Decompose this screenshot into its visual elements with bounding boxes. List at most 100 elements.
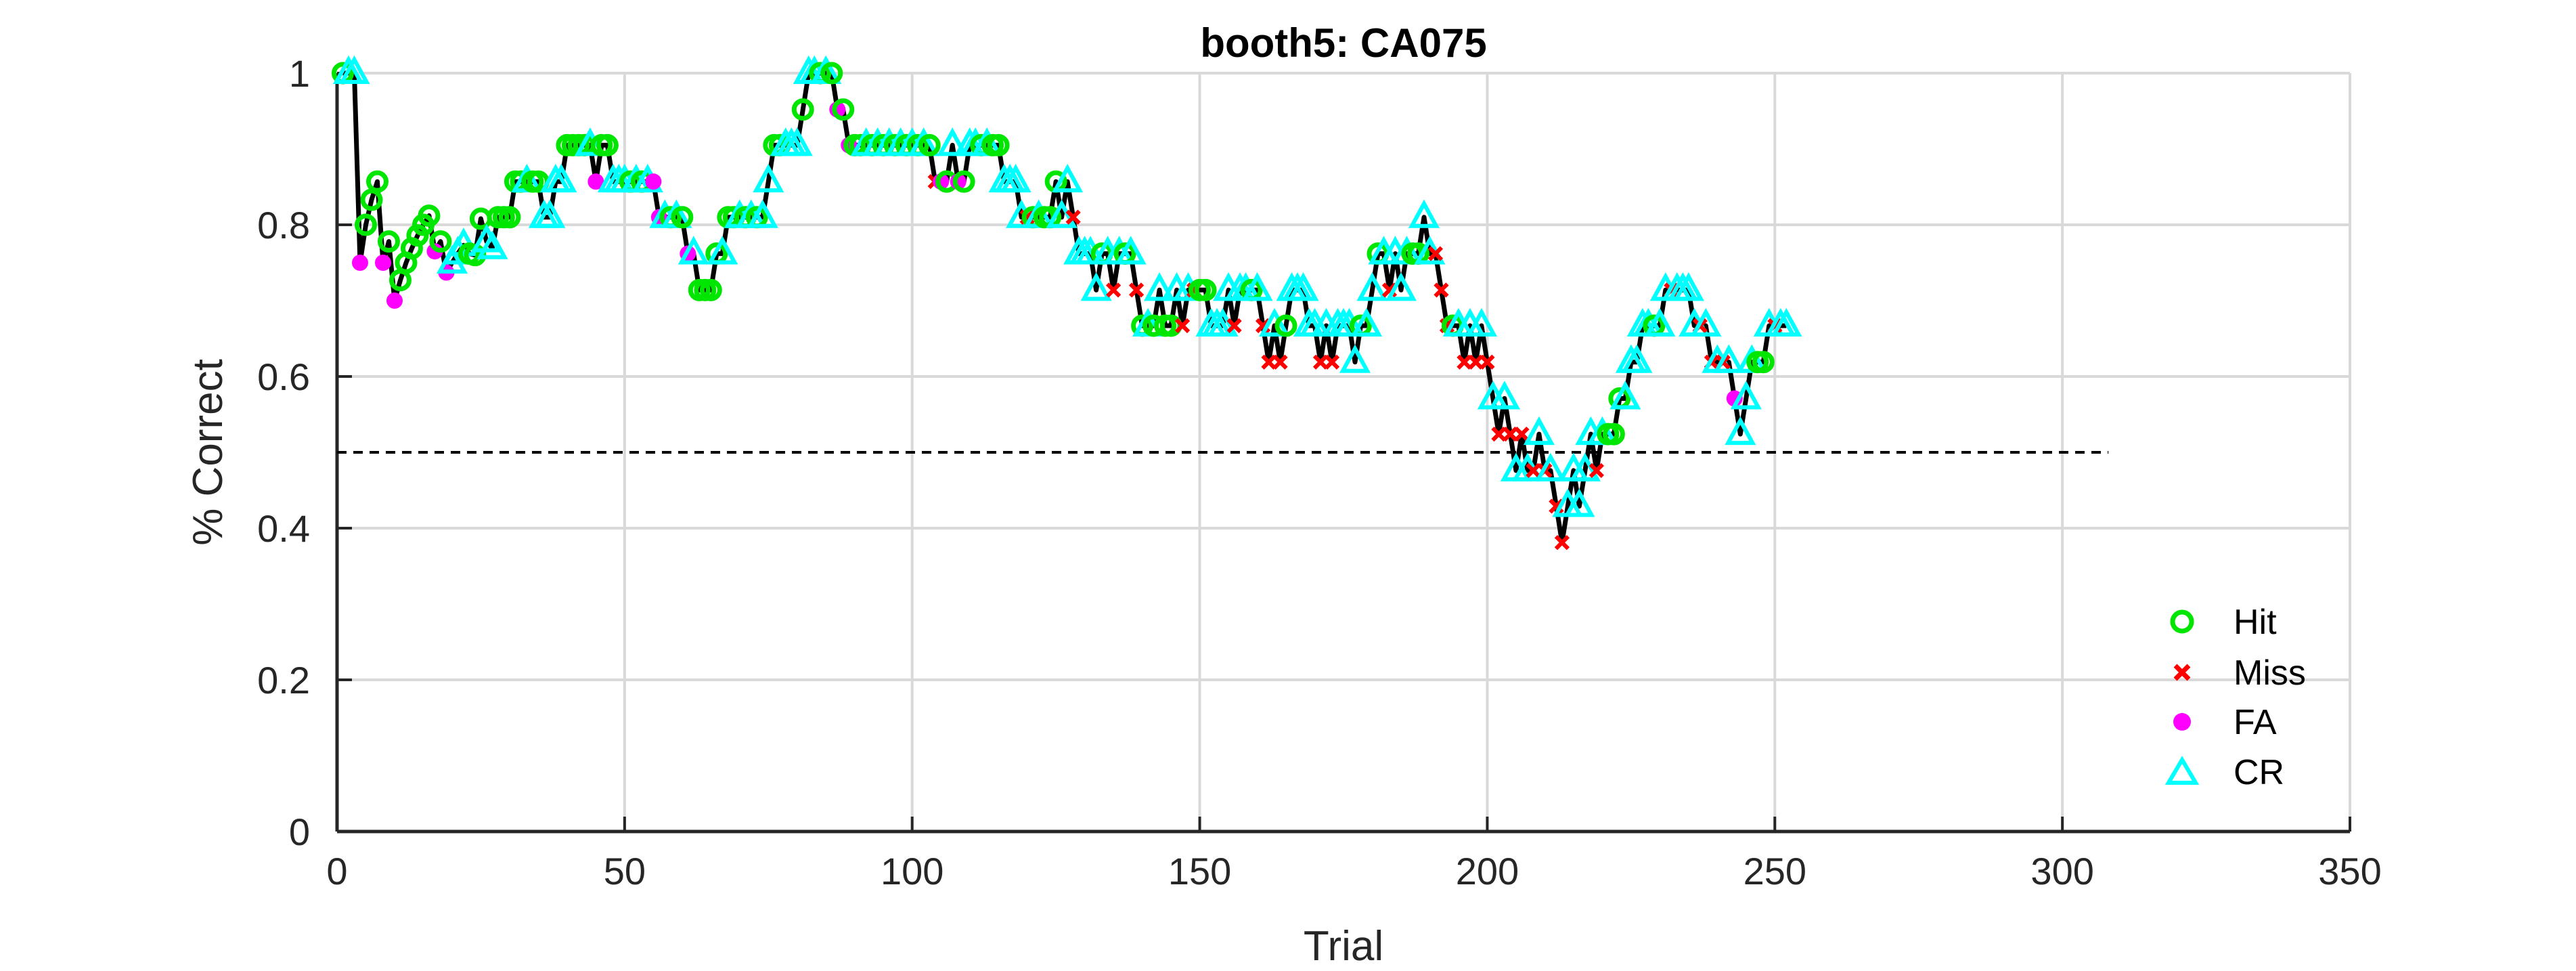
cr-point (1258, 307, 1291, 337)
tick-labels: 0 50 100 150 200 250 300 350 0 0.2 0.4 0.6 0.8 1 (257, 52, 2382, 892)
hit-point (832, 98, 855, 121)
miss-point (1065, 209, 1081, 225)
hit-point (671, 206, 694, 229)
cr-point (1563, 488, 1595, 517)
cr-point (1207, 307, 1239, 337)
miss-point (1427, 246, 1444, 261)
hit-point (418, 204, 441, 228)
miss-point (1226, 318, 1242, 334)
chart-title: booth5: CA075 (1200, 20, 1486, 66)
cr-point (1523, 416, 1555, 446)
cr-point (1465, 307, 1497, 337)
fa-point (386, 293, 403, 309)
x-tick-label: 200 (1456, 850, 1519, 892)
hit-point (429, 230, 452, 253)
miss-point (1272, 354, 1288, 370)
y-tick-label: 0 (289, 811, 310, 853)
miss-point (1105, 282, 1122, 298)
miss-point (1468, 354, 1484, 370)
cr-point (1534, 452, 1566, 481)
hit-point (987, 133, 1010, 156)
legend-fa-label: FA (2234, 703, 2277, 742)
cr-point (476, 230, 508, 259)
cr-point (1488, 381, 1520, 410)
miss-point (1491, 426, 1507, 442)
legend: Hit Miss FA CR (2164, 603, 2306, 792)
hit-point (354, 213, 377, 236)
cr-point (1080, 272, 1112, 301)
y-tick-label: 0.4 (257, 507, 310, 550)
cr-point (1730, 381, 1762, 410)
cr-point (1771, 307, 1802, 337)
legend-entry-fa: FA (2173, 703, 2277, 742)
legend-cr-marker (2164, 756, 2200, 785)
hit-point (699, 278, 722, 301)
hit-point (1602, 423, 1625, 446)
fa-point (645, 173, 662, 190)
cr-point (1609, 381, 1641, 410)
miss-point (1324, 354, 1340, 370)
hit-point (952, 170, 975, 193)
series-markers (331, 55, 1802, 551)
legend-hit-marker (2170, 609, 2194, 634)
cr-point (1333, 307, 1365, 337)
x-tick-label: 0 (326, 850, 347, 892)
fa-point (374, 255, 391, 271)
cr-point (781, 127, 813, 156)
y-tick-label: 1 (289, 52, 310, 95)
hit-point (498, 206, 521, 229)
x-tick-label: 100 (881, 850, 943, 892)
cr-point (1000, 163, 1031, 193)
cr-point (1713, 344, 1745, 373)
hit-point (820, 62, 843, 85)
legend-fa-marker (2173, 713, 2191, 731)
miss-point (1514, 426, 1530, 442)
hit-point (377, 230, 400, 253)
cr-point (1046, 199, 1078, 228)
legend-entry-cr: CR (2164, 753, 2284, 792)
miss-point (1128, 282, 1145, 298)
cr-point (1052, 163, 1084, 193)
cr-point (1241, 272, 1273, 301)
hit-point (1752, 351, 1775, 374)
legend-miss-marker (2173, 664, 2191, 681)
x-tick-label: 250 (1744, 850, 1806, 892)
cr-point (1339, 344, 1371, 373)
miss-point (1457, 354, 1472, 370)
cr-point (1621, 344, 1653, 373)
miss-point (1480, 354, 1495, 370)
fa-point (351, 255, 368, 271)
hit-point (791, 98, 814, 121)
cr-point (1644, 307, 1676, 337)
hit-point (1194, 278, 1217, 301)
hit-point (365, 170, 388, 193)
hit-point (596, 133, 619, 156)
x-tick-label: 300 (2030, 850, 2093, 892)
y-tick-label: 0.8 (257, 204, 310, 246)
miss-point (1434, 282, 1449, 298)
hit-point (918, 133, 941, 156)
cr-point (1672, 272, 1704, 301)
fa-point (587, 173, 604, 190)
cr-point (1356, 272, 1388, 301)
miss-point (1312, 354, 1329, 370)
miss-point (1174, 318, 1191, 334)
legend-entry-hit: Hit (2170, 603, 2277, 642)
fa-point (426, 243, 443, 260)
cr-point (338, 55, 370, 84)
y-tick-label: 0.2 (257, 659, 310, 702)
cr-point (1287, 272, 1319, 301)
x-tick-label: 150 (1168, 850, 1231, 892)
x-tick-label: 350 (2318, 850, 2381, 892)
y-tick-label: 0.6 (257, 355, 310, 398)
miss-point (1503, 426, 1518, 442)
x-tick-label: 50 (604, 850, 646, 892)
miss-point (1554, 535, 1570, 551)
cr-point (1569, 452, 1601, 481)
y-axis-title: % Correct (185, 359, 231, 546)
cr-point (1408, 199, 1440, 228)
cr-point (937, 127, 969, 156)
miss-point (1589, 462, 1604, 479)
cr-point (1725, 416, 1756, 446)
legend-cr-label: CR (2234, 753, 2284, 792)
